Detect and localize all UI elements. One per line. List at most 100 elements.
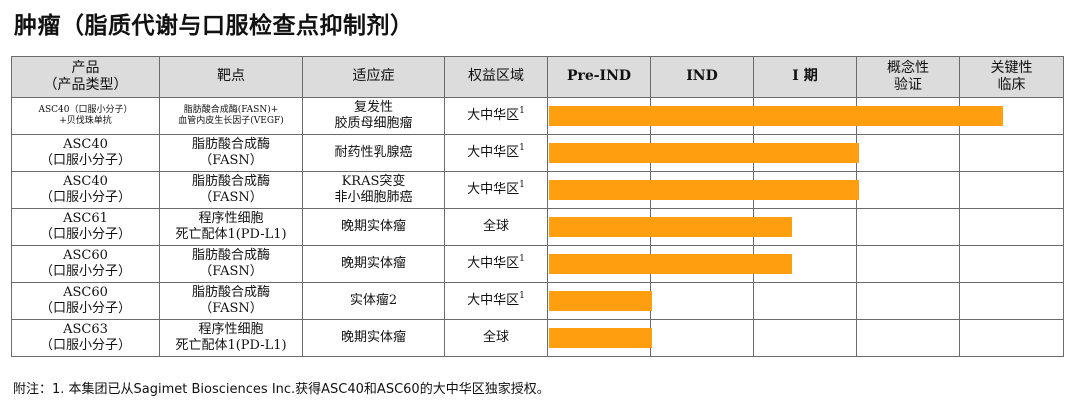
stage-cell xyxy=(547,171,859,209)
territory-cell: 大中华区1 xyxy=(444,282,548,320)
product-line2: （口服小分子） xyxy=(39,264,131,279)
table-row: ASC40 （口服小分子） 脂肪酸合成酶 （FASN） KRAS突变 非小细胞肺癌 大中华区… xyxy=(11,171,1064,209)
indication-line1: 晚期实体瘤 xyxy=(340,256,406,272)
product-line2: （口服小分子） xyxy=(39,338,131,353)
territory-cell: 全球 xyxy=(444,208,548,246)
product-line2: +贝伐珠单抗 xyxy=(59,116,112,126)
target-line2: （FASN） xyxy=(199,264,263,279)
product-line1: ASC61 xyxy=(63,211,108,227)
indication-line1: 晚期实体瘤 xyxy=(340,330,406,346)
indication-cell: 耐药性乳腺癌 xyxy=(302,134,445,172)
header-poc: 概念性 验证 xyxy=(856,56,960,98)
stage-cell xyxy=(856,134,960,172)
stage-cell xyxy=(650,245,754,283)
territory-footnote-marker: 1 xyxy=(519,291,525,302)
indication-cell: 晚期实体瘤 xyxy=(302,208,445,246)
stage-cell xyxy=(959,97,1064,135)
indication-line1: 复发性 xyxy=(353,100,393,116)
header-pivotal: 关键性 临床 xyxy=(959,56,1064,98)
stage-cell xyxy=(650,319,754,357)
product-line1: ASC60 xyxy=(63,285,108,301)
stage-cell xyxy=(650,282,754,320)
header-phase1: I 期 xyxy=(753,56,857,98)
table-row: ASC60 （口服小分子） 脂肪酸合成酶 （FASN） 晚期实体瘤 大中华区1 xyxy=(11,245,1064,283)
stage-cell xyxy=(959,245,1064,283)
target-line1: 脂肪酸合成酶 xyxy=(191,137,270,153)
table-row: ASC60 （口服小分子） 脂肪酸合成酶 （FASN） 实体瘤2 大中华区1 xyxy=(11,282,1064,320)
product-line1: ASC63 xyxy=(63,322,108,338)
pipeline-table: 产品 （产品类型） 靶点 适应症 权益区域 Pre-IND IND I 期 概念… xyxy=(11,56,1064,357)
target-line1: 程序性细胞 xyxy=(198,322,264,338)
target-line2: （FASN） xyxy=(199,301,263,316)
target-cell: 脂肪酸合成酶 （FASN） xyxy=(159,282,303,320)
product-line2: （口服小分子） xyxy=(39,301,131,316)
territory-text: 全球 xyxy=(482,330,509,346)
product-cell: ASC60 （口服小分子） xyxy=(11,282,160,320)
table-row: ASC61 （口服小分子） 程序性细胞 死亡配体1(PD-L1) 晚期实体瘤 全球 xyxy=(11,208,1064,246)
table-row: ASC40（口服小分子） +贝伐珠单抗 脂肪酸合成酶(FASN)+ 血管内皮生长因子(… xyxy=(11,97,1064,135)
indication-cell: KRAS突变 非小细胞肺癌 xyxy=(302,171,445,209)
stage-cell xyxy=(650,171,754,209)
indication-line2: 胶质母细胞瘤 xyxy=(334,116,413,131)
target-cell: 脂肪酸合成酶 （FASN） xyxy=(159,245,303,283)
target-line1: 脂肪酸合成酶 xyxy=(191,285,270,301)
territory-cell: 大中华区1 xyxy=(444,171,548,209)
stage-cell xyxy=(959,319,1064,357)
table-row: ASC40 （口服小分子） 脂肪酸合成酶 （FASN） 耐药性乳腺癌 大中华区1 xyxy=(11,134,1064,172)
territory-text: 大中华区 xyxy=(467,256,520,272)
territory-footnote-marker: 1 xyxy=(519,106,525,117)
header-pivotal-line2: 临床 xyxy=(997,77,1026,93)
product-line1: ASC60 xyxy=(63,248,108,264)
stage-cell xyxy=(547,97,1003,135)
stage-cell xyxy=(753,97,857,135)
stage-cell xyxy=(753,171,857,209)
territory-cell: 全球 xyxy=(444,319,548,357)
territory-text: 大中华区 xyxy=(467,145,520,161)
stage-cell xyxy=(856,245,960,283)
header-product-line2: （产品类型） xyxy=(43,77,128,93)
product-cell: ASC63 （口服小分子） xyxy=(11,319,160,357)
target-cell: 脂肪酸合成酶(FASN)+ 血管内皮生长因子(VEGF) xyxy=(159,97,303,135)
header-row: 产品 （产品类型） 靶点 适应症 权益区域 Pre-IND IND I 期 概念… xyxy=(11,56,1064,98)
stage-cell xyxy=(856,208,960,246)
table-row: ASC63 （口服小分子） 程序性细胞 死亡配体1(PD-L1) 晚期实体瘤 全球 xyxy=(11,319,1064,357)
stage-cell xyxy=(856,171,960,209)
territory-text: 大中华区 xyxy=(467,182,520,198)
stage-cell xyxy=(753,208,857,246)
territory-cell: 大中华区1 xyxy=(444,97,548,135)
stage-cell xyxy=(856,282,960,320)
territory-text: 大中华区 xyxy=(467,108,520,124)
header-indication: 适应症 xyxy=(302,56,445,98)
target-line1: 脂肪酸合成酶(FASN)+ xyxy=(183,105,279,116)
progress-bar xyxy=(549,291,652,311)
header-ind: IND xyxy=(650,56,754,98)
territory-footnote-marker: 1 xyxy=(519,143,525,154)
indication-line1: 实体瘤2 xyxy=(349,293,398,309)
territory-footnote-marker: 1 xyxy=(519,254,525,265)
product-line2: （口服小分子） xyxy=(39,153,131,168)
stage-cell xyxy=(753,245,857,283)
header-territory: 权益区域 xyxy=(444,56,548,98)
stage-cell xyxy=(753,134,857,172)
stage-cell xyxy=(650,208,754,246)
product-line1: ASC40（口服小分子） xyxy=(38,105,133,116)
indication-cell: 晚期实体瘤 xyxy=(302,245,445,283)
progress-bar xyxy=(549,328,652,348)
product-cell: ASC40（口服小分子） +贝伐珠单抗 xyxy=(11,97,160,135)
target-cell: 程序性细胞 死亡配体1(PD-L1) xyxy=(159,208,303,246)
target-line1: 程序性细胞 xyxy=(198,211,264,227)
header-pre-ind: Pre-IND xyxy=(547,56,651,98)
header-poc-line2: 验证 xyxy=(894,77,922,93)
target-line1: 脂肪酸合成酶 xyxy=(191,248,270,264)
stage-cell xyxy=(959,171,1064,209)
indication-line1: 晚期实体瘤 xyxy=(340,219,406,235)
stage-cell xyxy=(547,319,652,357)
stage-cell xyxy=(856,97,960,135)
stage-cell xyxy=(547,245,792,283)
stage-cell xyxy=(547,282,652,320)
product-line2: （口服小分子） xyxy=(39,227,131,242)
territory-footnote-marker: 1 xyxy=(519,180,525,191)
stage-cell xyxy=(753,319,857,357)
stage-cell xyxy=(753,282,857,320)
product-cell: ASC40 （口服小分子） xyxy=(11,134,160,172)
